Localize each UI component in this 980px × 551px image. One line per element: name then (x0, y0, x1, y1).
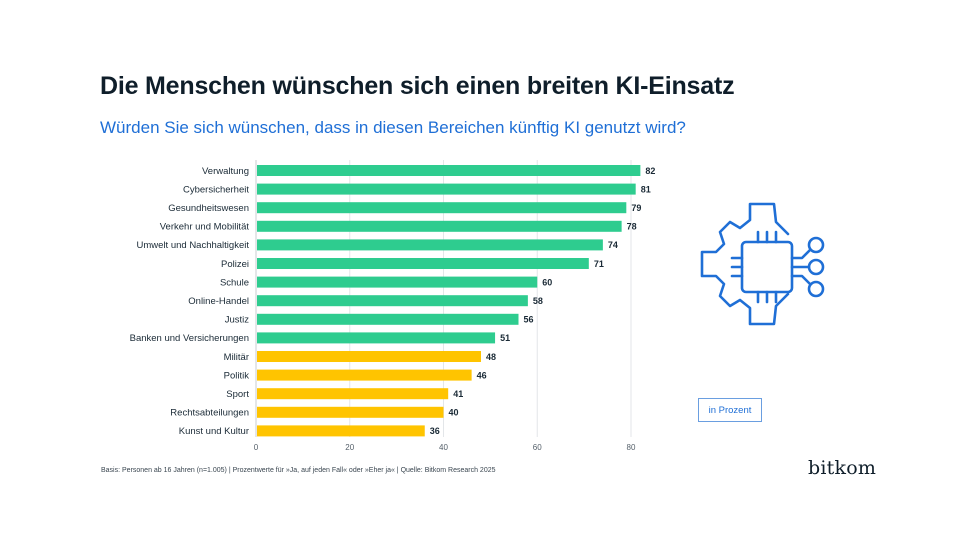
x-tick-label: 40 (439, 443, 448, 452)
value-label: 81 (641, 184, 651, 194)
x-tick-label: 20 (345, 443, 354, 452)
category-label: Schule (220, 277, 249, 288)
bar (257, 406, 444, 418)
x-axis-ticks: 0 20 40 60 80 (254, 443, 636, 452)
value-label: 56 (524, 315, 534, 325)
category-label: Verwaltung (202, 166, 249, 177)
category-label: Verkehr und Mobilität (160, 222, 250, 233)
value-label: 60 (542, 277, 552, 287)
chip-gear-icon (692, 192, 832, 332)
category-labels: Verwaltung Cybersicherheit Gesundheitswese… (130, 166, 250, 437)
bar (257, 220, 622, 232)
category-label: Justiz (225, 315, 250, 326)
bar (257, 388, 449, 400)
category-label: Gesundheitswesen (168, 203, 249, 214)
category-label: Kunst und Kultur (179, 426, 249, 437)
value-label: 41 (453, 389, 463, 399)
x-tick-label: 80 (627, 443, 636, 452)
category-label: Rechtsabteilungen (170, 408, 249, 419)
category-label: Sport (226, 389, 249, 400)
bar (257, 332, 496, 344)
value-label: 58 (533, 296, 543, 306)
bar (257, 295, 528, 307)
value-label: 74 (608, 240, 618, 250)
value-label: 82 (645, 166, 655, 176)
value-label: 51 (500, 333, 510, 343)
category-label: Online-Handel (188, 296, 249, 307)
unit-label-box: in Prozent (698, 398, 762, 422)
value-label: 36 (430, 426, 440, 436)
category-label: Militär (224, 352, 249, 363)
category-label: Politik (224, 370, 250, 381)
category-label: Cybersicherheit (183, 184, 249, 195)
chart-subtitle: Würden Sie sich wünschen, dass in diesen… (100, 118, 686, 137)
bar (257, 165, 641, 176)
bar (257, 425, 425, 437)
value-label: 78 (627, 222, 637, 232)
bar (257, 202, 627, 214)
bar (257, 258, 589, 269)
x-tick-label: 0 (254, 443, 259, 452)
bars (257, 165, 641, 437)
value-label: 46 (477, 370, 487, 380)
category-label: Umwelt und Nachhaltigkeit (137, 240, 250, 251)
source-footnote: Basis: Personen ab 16 Jahren (n=1.005) |… (101, 467, 496, 474)
bar (257, 351, 481, 362)
bar (257, 313, 519, 325)
bar (257, 183, 636, 195)
bar (257, 369, 472, 381)
value-label: 71 (594, 259, 604, 269)
bar (257, 276, 538, 288)
value-label: 40 (449, 408, 459, 418)
bitkom-logo: bitkom (808, 457, 877, 479)
chart-title: Die Menschen wünschen sich einen breiten… (100, 72, 735, 100)
x-tick-label: 60 (533, 443, 542, 452)
category-label: Banken und Versicherungen (130, 333, 249, 344)
value-label: 79 (631, 203, 641, 213)
value-label: 48 (486, 352, 496, 362)
bar (257, 239, 603, 251)
category-label: Polizei (221, 259, 249, 270)
